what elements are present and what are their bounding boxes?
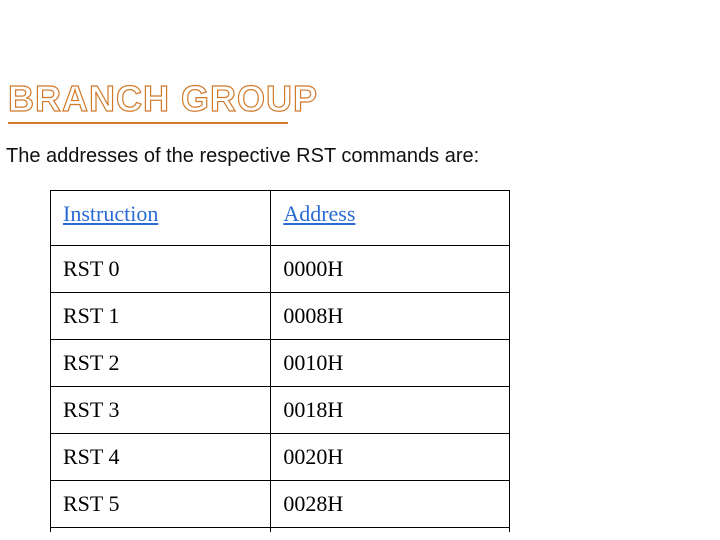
table-row: RST 6 0030H — [51, 528, 510, 533]
col-header-address: Address — [271, 191, 510, 246]
cell-address: 0000H — [271, 246, 510, 293]
table-row: RST 5 0028H — [51, 481, 510, 528]
subtitle-text: The addresses of the respective RST comm… — [6, 145, 479, 168]
cell-instruction: RST 2 — [51, 340, 271, 387]
cell-instruction: RST 6 — [51, 528, 271, 533]
cell-address: 0028H — [271, 481, 510, 528]
cell-address: 0018H — [271, 387, 510, 434]
rst-table-container: Instruction Address RST 0 0000H RST 1 00… — [50, 190, 510, 532]
table-row: RST 4 0020H — [51, 434, 510, 481]
table-row: RST 1 0008H — [51, 293, 510, 340]
cell-address: 0008H — [271, 293, 510, 340]
table-row: RST 0 0000H — [51, 246, 510, 293]
slide: BRANCH GROUP The addresses of the respec… — [0, 0, 720, 540]
cell-instruction: RST 1 — [51, 293, 271, 340]
cell-address: 0010H — [271, 340, 510, 387]
cell-instruction: RST 3 — [51, 387, 271, 434]
table-row: RST 2 0010H — [51, 340, 510, 387]
cell-instruction: RST 5 — [51, 481, 271, 528]
cell-address: 0020H — [271, 434, 510, 481]
page-title: BRANCH GROUP — [8, 78, 318, 120]
cell-instruction: RST 4 — [51, 434, 271, 481]
col-header-instruction: Instruction — [51, 191, 271, 246]
cell-address: 0030H — [271, 528, 510, 533]
table-row: RST 3 0018H — [51, 387, 510, 434]
cell-instruction: RST 0 — [51, 246, 271, 293]
table-header-row: Instruction Address — [51, 191, 510, 246]
rst-table: Instruction Address RST 0 0000H RST 1 00… — [50, 190, 510, 532]
title-underline — [8, 122, 288, 124]
